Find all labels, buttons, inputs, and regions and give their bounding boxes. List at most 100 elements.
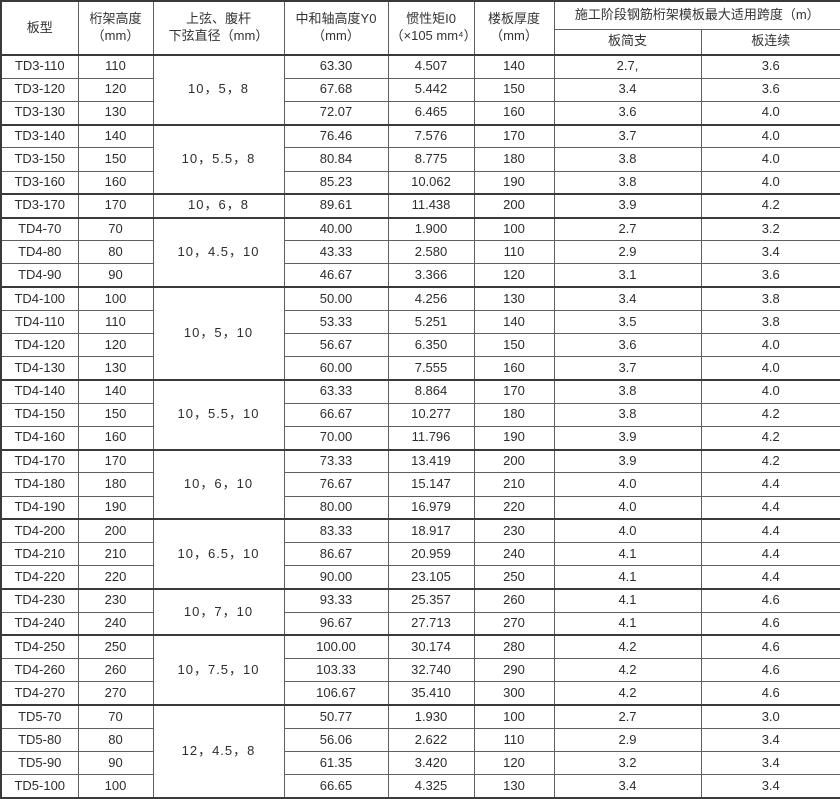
header-max-span-group: 施工阶段钢筋桁架模板最大适用跨度（m） bbox=[553, 0, 840, 30]
cell-span-simply-supported: 3.1 bbox=[553, 263, 702, 288]
cell-span-continuous: 3.6 bbox=[700, 53, 840, 79]
cell-neutral-axis-y0: 93.33 bbox=[283, 588, 389, 613]
header-inertia-i0: 惯性矩I0 （×105 mm⁴） bbox=[387, 0, 475, 56]
cell-slab-thickness: 190 bbox=[473, 425, 555, 451]
cell-slab-thickness: 130 bbox=[473, 286, 555, 311]
cell-span-simply-supported: 3.6 bbox=[553, 333, 702, 358]
cell-inertia-i0: 16.979 bbox=[387, 495, 475, 520]
cell-plate-type: TD4-90 bbox=[0, 263, 79, 288]
cell-slab-thickness: 250 bbox=[473, 565, 555, 590]
cell-neutral-axis-y0: 89.61 bbox=[283, 193, 389, 219]
cell-inertia-i0: 4.507 bbox=[387, 53, 475, 79]
cell-span-simply-supported: 2.7 bbox=[553, 704, 702, 729]
cell-inertia-i0: 6.465 bbox=[387, 100, 475, 126]
cell-inertia-i0: 1.900 bbox=[387, 216, 475, 242]
table-row: TD4-210 210 86.67 20.959 240 4.1 4.4 bbox=[0, 542, 840, 567]
cell-truss-height: 200 bbox=[77, 518, 154, 544]
cell-inertia-i0: 15.147 bbox=[387, 472, 475, 497]
cell-span-continuous: 4.0 bbox=[700, 356, 840, 381]
cell-truss-height: 170 bbox=[77, 448, 154, 474]
cell-plate-type: TD4-160 bbox=[0, 425, 79, 451]
cell-span-continuous: 3.2 bbox=[700, 216, 840, 242]
cell-span-simply-supported: 2.7, bbox=[553, 53, 702, 79]
table-row: TD4-240 240 96.67 27.713 270 4.1 4.6 bbox=[0, 611, 840, 636]
cell-inertia-i0: 23.105 bbox=[387, 565, 475, 590]
cell-neutral-axis-y0: 66.65 bbox=[283, 774, 389, 799]
cell-span-continuous: 3.0 bbox=[700, 704, 840, 729]
cell-truss-height: 210 bbox=[77, 542, 154, 567]
cell-plate-type: TD3-160 bbox=[0, 170, 79, 195]
cell-truss-height: 240 bbox=[77, 611, 154, 636]
cell-span-continuous: 4.2 bbox=[700, 193, 840, 219]
cell-span-simply-supported: 3.9 bbox=[553, 193, 702, 219]
cell-slab-thickness: 110 bbox=[473, 727, 555, 753]
table-row: TD4-150 150 66.67 10.277 180 3.8 4.2 bbox=[0, 402, 840, 428]
cell-span-simply-supported: 3.7 bbox=[553, 356, 702, 381]
cell-truss-height: 120 bbox=[77, 77, 154, 102]
cell-span-continuous: 3.8 bbox=[700, 309, 840, 335]
cell-span-simply-supported: 4.0 bbox=[553, 495, 702, 520]
table-row: TD5-90 90 61.35 3.420 120 3.2 3.4 bbox=[0, 751, 840, 776]
cell-slab-thickness: 210 bbox=[473, 472, 555, 497]
cell-inertia-i0: 32.740 bbox=[387, 658, 475, 683]
table-row: TD5-100 100 66.65 4.325 130 3.4 3.4 bbox=[0, 774, 840, 799]
cell-truss-height: 250 bbox=[77, 634, 154, 660]
cell-truss-height: 90 bbox=[77, 263, 154, 288]
cell-slab-thickness: 300 bbox=[473, 681, 555, 706]
cell-plate-type: TD4-130 bbox=[0, 356, 79, 381]
cell-truss-height: 140 bbox=[77, 379, 154, 404]
cell-truss-height: 230 bbox=[77, 588, 154, 613]
cell-chord-diameter: 10，5.5，10 bbox=[152, 379, 285, 451]
cell-slab-thickness: 230 bbox=[473, 518, 555, 544]
cell-slab-thickness: 140 bbox=[473, 309, 555, 335]
header-slab-thickness-line2: （mm） bbox=[490, 28, 538, 43]
cell-plate-type: TD4-100 bbox=[0, 286, 79, 311]
cell-neutral-axis-y0: 100.00 bbox=[283, 634, 389, 660]
header-truss-height-line2: （mm） bbox=[91, 28, 140, 43]
cell-span-simply-supported: 3.6 bbox=[553, 100, 702, 126]
cell-plate-type: TD3-170 bbox=[0, 193, 79, 219]
table-row: TD4-190 190 80.00 16.979 220 4.0 4.4 bbox=[0, 495, 840, 520]
cell-neutral-axis-y0: 76.46 bbox=[283, 123, 389, 149]
table-row: TD3-130 130 72.07 6.465 160 3.6 4.0 bbox=[0, 100, 840, 126]
cell-plate-type: TD4-250 bbox=[0, 634, 79, 660]
cell-inertia-i0: 8.864 bbox=[387, 379, 475, 404]
cell-span-continuous: 3.4 bbox=[700, 240, 840, 265]
cell-neutral-axis-y0: 73.33 bbox=[283, 448, 389, 474]
header-inertia-line2: （×105 mm⁴） bbox=[390, 28, 474, 43]
table-row: TD4-160 160 70.00 11.796 190 3.9 4.2 bbox=[0, 425, 840, 451]
cell-inertia-i0: 35.410 bbox=[387, 681, 475, 706]
cell-inertia-i0: 3.420 bbox=[387, 751, 475, 776]
cell-neutral-axis-y0: 50.00 bbox=[283, 286, 389, 311]
cell-neutral-axis-y0: 56.06 bbox=[283, 727, 389, 753]
cell-plate-type: TD4-140 bbox=[0, 379, 79, 404]
table-row: TD5-70 70 12，4.5，8 50.77 1.930 100 2.7 3.0 bbox=[0, 704, 840, 799]
cell-span-simply-supported: 3.4 bbox=[553, 286, 702, 311]
cell-span-simply-supported: 4.0 bbox=[553, 472, 702, 497]
cell-span-simply-supported: 4.0 bbox=[553, 518, 702, 544]
cell-truss-height: 180 bbox=[77, 472, 154, 497]
cell-span-continuous: 4.2 bbox=[700, 402, 840, 428]
cell-slab-thickness: 150 bbox=[473, 77, 555, 102]
cell-span-simply-supported: 2.9 bbox=[553, 240, 702, 265]
cell-neutral-axis-y0: 60.00 bbox=[283, 356, 389, 381]
cell-neutral-axis-y0: 72.07 bbox=[283, 100, 389, 126]
cell-neutral-axis-y0: 56.67 bbox=[283, 333, 389, 358]
header-truss-height: 桁架高度 （mm） bbox=[77, 0, 154, 56]
cell-slab-thickness: 120 bbox=[473, 263, 555, 288]
cell-inertia-i0: 7.576 bbox=[387, 123, 475, 149]
cell-neutral-axis-y0: 90.00 bbox=[283, 565, 389, 590]
cell-inertia-i0: 11.796 bbox=[387, 425, 475, 451]
cell-span-continuous: 4.6 bbox=[700, 611, 840, 636]
cell-span-continuous: 3.4 bbox=[700, 774, 840, 799]
cell-neutral-axis-y0: 85.23 bbox=[283, 170, 389, 195]
cell-plate-type: TD4-240 bbox=[0, 611, 79, 636]
header-neutral-axis-line2: （mm） bbox=[312, 28, 360, 43]
cell-neutral-axis-y0: 86.67 bbox=[283, 542, 389, 567]
cell-truss-height: 110 bbox=[77, 309, 154, 335]
cell-slab-thickness: 200 bbox=[473, 193, 555, 219]
table-row: TD4-170 170 10，6，10 73.33 13.419 200 3.9 4.2 bbox=[0, 448, 840, 520]
cell-span-continuous: 4.0 bbox=[700, 147, 840, 172]
cell-plate-type: TD4-110 bbox=[0, 309, 79, 335]
